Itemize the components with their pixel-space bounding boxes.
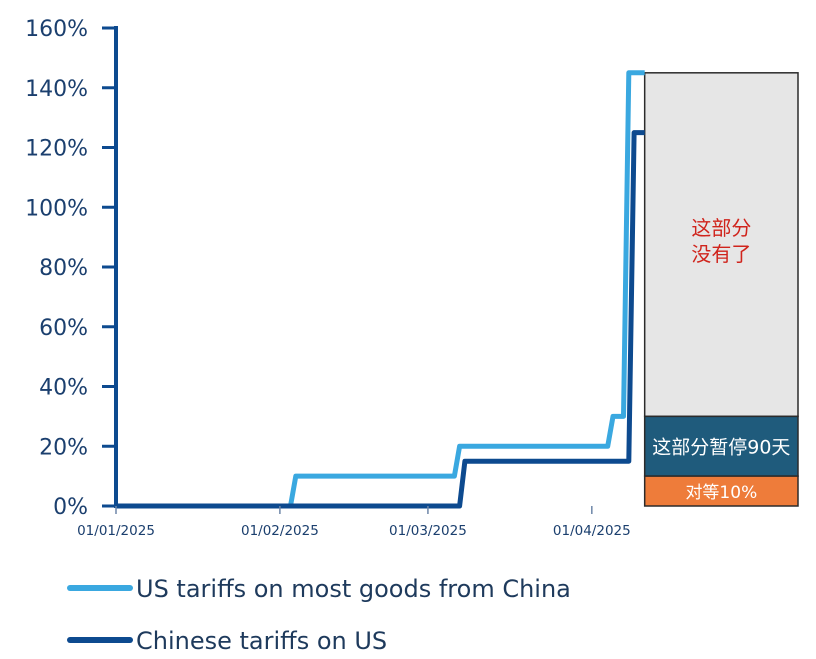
- legend-label-us: US tariffs on most goods from China: [136, 575, 571, 603]
- x-tick-label: 01/02/2025: [241, 523, 319, 539]
- annotation-box-paused: [643, 415, 799, 477]
- y-tick-label: 100%: [25, 196, 88, 221]
- y-tick-label: 80%: [39, 256, 88, 281]
- y-tick-label: 40%: [39, 376, 88, 401]
- series-line-us: [116, 70, 645, 509]
- x-tick-label: 01/03/2025: [389, 523, 467, 539]
- y-tick-labels: 0% 20% 40% 60% 80% 100% 120% 140% 160%: [25, 17, 88, 520]
- annotation-box-removed: [643, 72, 799, 418]
- annotation-reciprocal-text: 对等10%: [685, 483, 757, 503]
- axes: [102, 26, 593, 514]
- series-line-cn: [116, 130, 645, 509]
- x-tick-label: 01/04/2025: [553, 523, 631, 539]
- annotation-boxes: [643, 72, 799, 507]
- y-tick-label: 20%: [39, 435, 88, 460]
- y-tick-label: 140%: [25, 77, 88, 102]
- legend-label-cn: Chinese tariffs on US: [136, 627, 387, 655]
- series-lines: [116, 70, 645, 509]
- annotation-removed-text: 这部分: [691, 216, 751, 240]
- annotation-box-reciprocal: [643, 475, 799, 507]
- y-tick-label: 60%: [39, 316, 88, 341]
- x-tick-labels: 01/01/2025 01/02/2025 01/03/2025 01/04/2025: [77, 523, 631, 539]
- annotation-paused-text: 这部分暂停90天: [652, 436, 790, 458]
- x-tick-label: 01/01/2025: [77, 523, 155, 539]
- y-tick-label: 0%: [53, 495, 88, 520]
- y-tick-label: 120%: [25, 137, 88, 162]
- annotation-removed-text: 没有了: [691, 242, 751, 266]
- y-tick-label: 160%: [25, 17, 88, 42]
- legend: US tariffs on most goods from China Chine…: [67, 575, 571, 655]
